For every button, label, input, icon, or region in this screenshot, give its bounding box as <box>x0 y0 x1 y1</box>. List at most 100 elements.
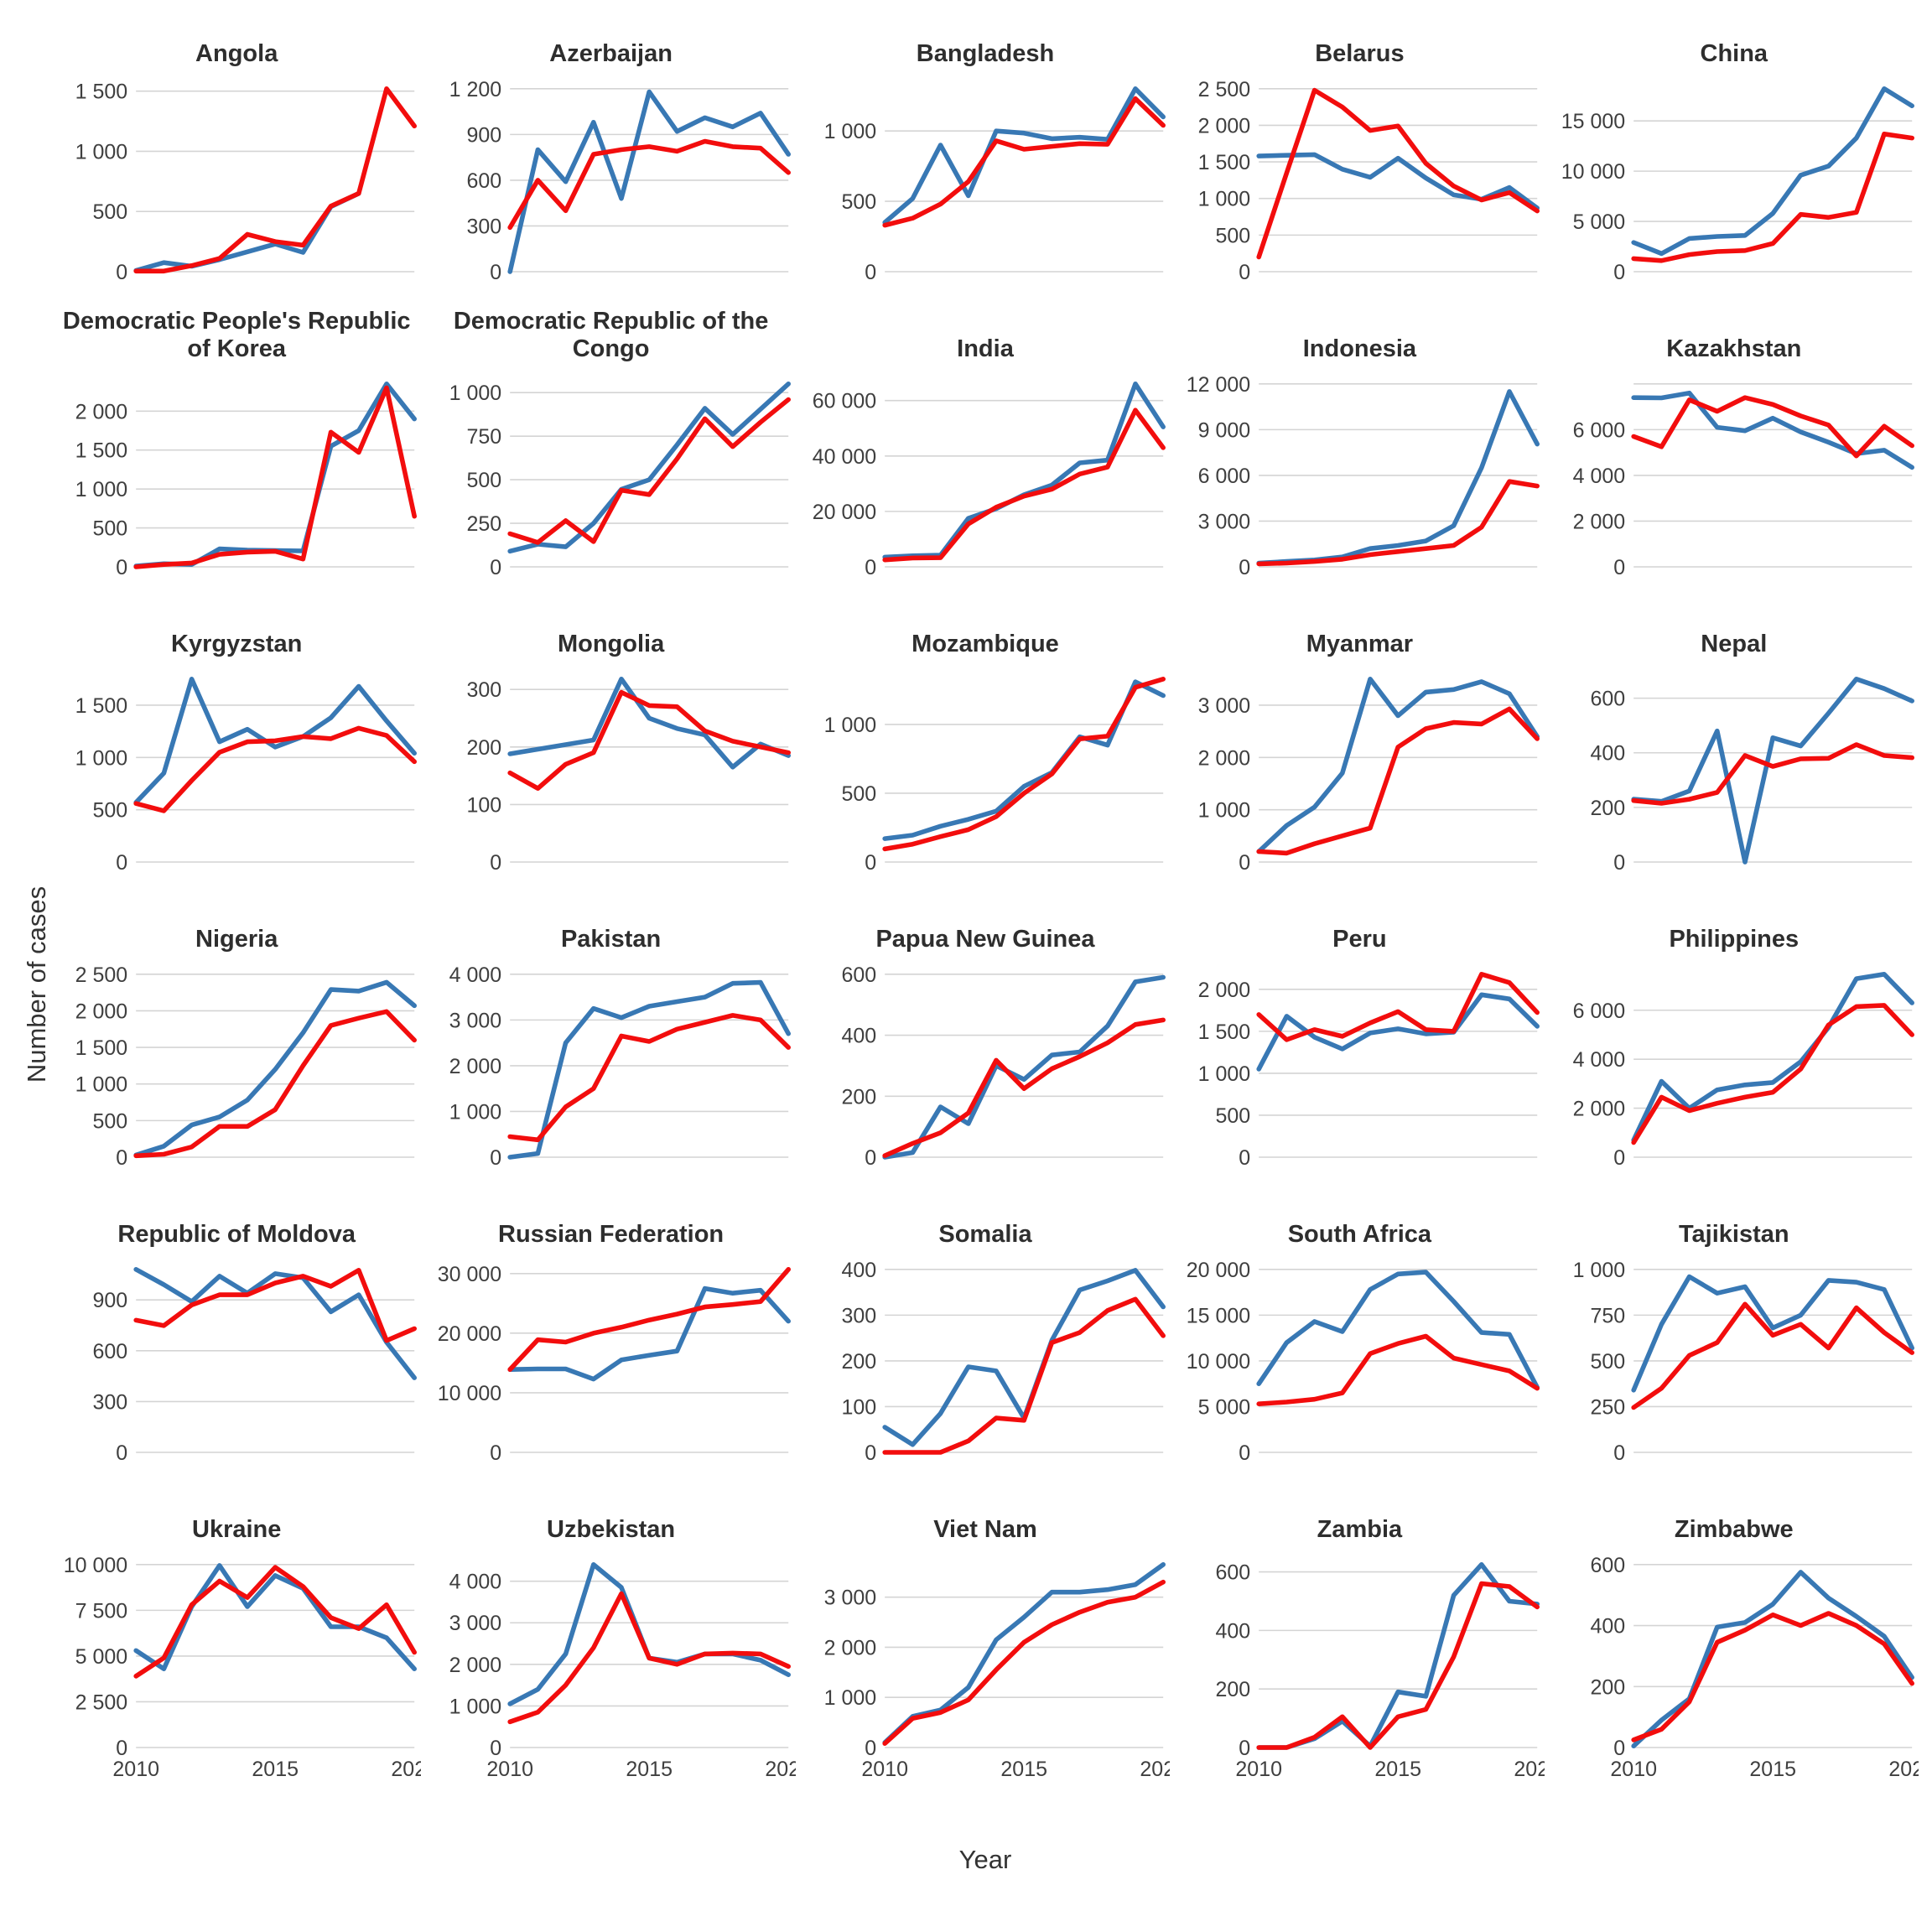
series-red-line <box>1630 1301 1914 1410</box>
facet-philippines: Philippines 0 2 000 4 000 6 000 <box>1550 901 1919 1196</box>
y-tick-label: 1 000 <box>449 1100 502 1124</box>
facet-chart-republic-of-moldova: 0 300 600 900 <box>92 1267 417 1465</box>
y-tick-label: 60 000 <box>813 390 876 413</box>
series-red-line <box>133 725 417 813</box>
y-tick-label: 4 000 <box>449 963 502 987</box>
y-tick-label: 0 <box>491 1441 502 1465</box>
x-tick-label: 2015 <box>1000 1758 1047 1781</box>
series-blue-line <box>507 382 792 554</box>
x-tick-label: 2015 <box>1375 1758 1422 1781</box>
y-tick-label: 20 000 <box>1187 1259 1250 1282</box>
y-tick-label: 2 500 <box>75 1690 128 1714</box>
facet-chart-india: 0 20 000 40 000 60 000 <box>813 382 1166 579</box>
y-tick-label: 7 500 <box>75 1599 128 1623</box>
facet-chart-somalia: 0 100 200 300 400 <box>841 1259 1166 1465</box>
y-tick-label: 200 <box>1590 797 1625 820</box>
x-tick-label: 2015 <box>1749 1758 1796 1781</box>
x-tick-label: 2010 <box>487 1758 534 1781</box>
y-tick-label: 2 000 <box>1198 979 1251 1002</box>
y-tick-label: 500 <box>92 799 127 823</box>
series-red-line <box>507 397 792 545</box>
y-tick-label: 0 <box>1239 1737 1250 1760</box>
y-tick-label: 0 <box>491 1146 502 1170</box>
facet-chart-kyrgyzstan: 0 500 1 000 1 500 <box>75 677 417 875</box>
facet-chart-belarus: 0 500 1 000 1 500 2 000 2 500 <box>1198 78 1540 284</box>
series-blue-line <box>507 979 792 1160</box>
facet-title: Belarus <box>1315 39 1405 67</box>
y-tick-label: 1 000 <box>1198 799 1251 823</box>
facet-title: Papua New Guinea <box>875 925 1095 953</box>
y-tick-label: 0 <box>1239 851 1250 875</box>
series-blue-line <box>507 677 792 770</box>
facet-title: Bangladesh <box>916 39 1055 67</box>
y-tick-label: 30 000 <box>438 1263 501 1286</box>
y-tick-label: 2 500 <box>75 963 128 987</box>
y-tick-label: 0 <box>1613 1146 1625 1170</box>
x-tick-label: 2020 <box>1514 1758 1545 1781</box>
facet-democratic-people-s-republic-of-korea: Democratic People's Republic of Korea 0 50… <box>52 308 421 605</box>
y-tick-label: 9 000 <box>1198 418 1251 442</box>
series-blue-line <box>882 679 1166 841</box>
series-red-line <box>507 1267 792 1372</box>
facet-chart-azerbaijan: 0 300 600 900 1 200 <box>449 78 792 284</box>
y-tick-label: 600 <box>1590 688 1625 711</box>
y-tick-label: 10 000 <box>1187 1350 1250 1374</box>
facet-nigeria: Nigeria 0 500 1 000 1 500 2 000 2 500 <box>52 901 421 1196</box>
y-tick-label: 500 <box>1216 224 1251 247</box>
y-tick-label: 1 500 <box>75 80 128 104</box>
y-tick-label: 10 000 <box>64 1554 127 1577</box>
y-tick-label: 200 <box>841 1350 876 1374</box>
y-tick-label: 500 <box>1216 1104 1251 1128</box>
series-blue-line <box>1256 677 1540 854</box>
x-tick-label: 2015 <box>252 1758 299 1781</box>
y-tick-label: 1 000 <box>75 478 128 501</box>
y-tick-label: 0 <box>1613 556 1625 579</box>
x-tick-label: 2010 <box>861 1758 908 1781</box>
facet-title: Uzbekistan <box>547 1515 676 1543</box>
y-tick-label: 0 <box>491 261 502 284</box>
facet-title: Kazakhstan <box>1666 335 1802 362</box>
y-tick-label: 1 000 <box>823 714 876 737</box>
y-tick-label: 600 <box>467 169 502 193</box>
y-tick-label: 1 000 <box>1198 1062 1251 1086</box>
y-tick-label: 0 <box>491 556 502 579</box>
facet-chart-indonesia: 0 3 000 6 000 9 000 12 000 <box>1187 373 1540 579</box>
y-tick-label: 900 <box>92 1289 127 1312</box>
y-tick-label: 1 000 <box>1572 1259 1625 1282</box>
facet-chart-uzbekistan: 0 1 000 2 000 3 000 4 000 2010 2015 2020 <box>449 1562 796 1781</box>
facet-peru: Peru 0 500 1 000 1 500 2 000 <box>1175 901 1544 1196</box>
y-tick-label: 100 <box>841 1395 876 1419</box>
series-blue-line <box>1630 1570 1914 1748</box>
facet-title: Zambia <box>1317 1515 1403 1543</box>
facet-title: Zimbabwe <box>1674 1515 1794 1543</box>
y-tick-label: 1 200 <box>449 78 502 101</box>
series-red-line <box>1630 1003 1914 1145</box>
facet-democratic-republic-of-the-congo: Democratic Republic of the Congo 0 250 500 7… <box>426 308 795 605</box>
y-tick-label: 2 000 <box>449 1654 502 1677</box>
facet-republic-of-moldova: Republic of Moldova 0 300 600 900 <box>52 1196 421 1491</box>
y-tick-label: 0 <box>1239 261 1250 284</box>
y-tick-label: 15 000 <box>1561 110 1624 133</box>
y-tick-label: 500 <box>841 190 876 214</box>
series-red-line <box>1256 1333 1540 1406</box>
y-tick-label: 0 <box>116 1737 127 1760</box>
y-tick-label: 0 <box>491 1737 502 1760</box>
y-tick-label: 3 000 <box>449 1612 502 1635</box>
facet-chart-ukraine: 0 2 500 5 000 7 500 10 000 2010 2015 2020 <box>64 1554 422 1781</box>
y-tick-label: 200 <box>1216 1678 1251 1701</box>
y-tick-label: 0 <box>1613 1441 1625 1465</box>
facet-zambia: Zambia 0 200 400 600 2010 2015 2020 <box>1175 1491 1545 1786</box>
series-blue-line <box>1630 390 1914 470</box>
y-tick-label: 0 <box>116 556 127 579</box>
x-tick-label: 2020 <box>391 1758 421 1781</box>
y-tick-label: 0 <box>1613 851 1625 875</box>
y-tick-label: 600 <box>841 963 876 987</box>
y-tick-label: 250 <box>467 512 502 536</box>
series-red-line <box>1256 479 1540 567</box>
series-red-line <box>882 677 1166 852</box>
y-tick-label: 5 000 <box>1572 210 1625 234</box>
x-tick-label: 2020 <box>1140 1758 1170 1781</box>
facet-nepal: Nepal 0 200 400 600 <box>1550 605 1919 901</box>
series-blue-line <box>507 89 792 274</box>
